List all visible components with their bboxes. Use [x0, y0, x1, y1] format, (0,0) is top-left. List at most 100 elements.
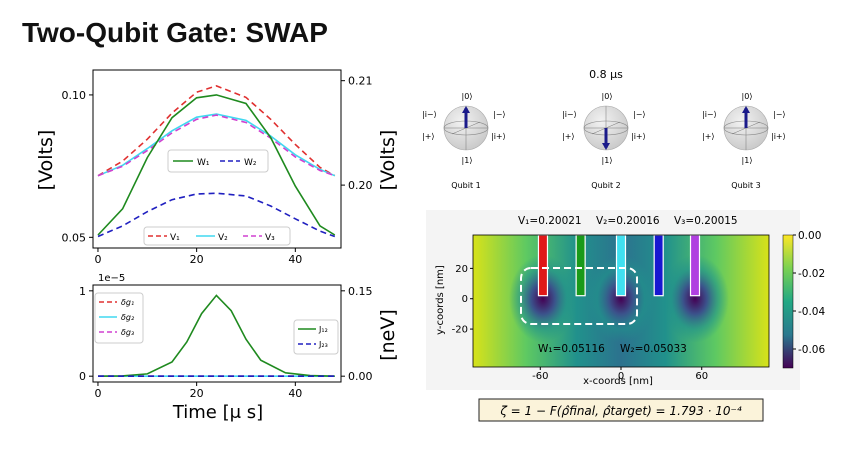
voltage-xtick-label: 40	[288, 253, 302, 266]
legend-v2-label: V₂	[218, 233, 228, 243]
voltage-series-W1	[97, 94, 336, 236]
ket-plus-label: |+⟩	[562, 132, 575, 141]
voltage-ticks: 0 20 40 0.05 0.10 0.20 0.21	[62, 75, 373, 266]
heatmap-gates	[537, 234, 701, 297]
colorbar	[782, 234, 794, 369]
legend-j: J₁₂ J₂₃	[293, 319, 339, 355]
qubit-label: Qubit 3	[731, 181, 760, 190]
colorbar-tick-label: -0.06	[798, 344, 825, 356]
voltage-ytick-right-label: 0.20	[348, 179, 373, 192]
ket-plus-label: |+⟩	[422, 132, 435, 141]
legend-w2-label: W₂	[244, 158, 257, 168]
coupling-ytick-right-label: 0.15	[348, 285, 373, 298]
ket1-label: |1⟩	[602, 156, 613, 165]
colorbar-tick-label: 0.00	[798, 230, 821, 242]
voltage-ytick-left-label: 0.10	[62, 89, 87, 102]
legend-v-box	[143, 226, 291, 246]
voltage-series-V3	[97, 114, 336, 177]
voltage-chart: 0 20 40 0.05 0.10 0.20 0.21 [Volts] [Volts] W₁…	[35, 69, 399, 266]
voltage-ylabel-right: [Volts]	[377, 130, 399, 191]
voltage-series-V2	[97, 113, 336, 177]
heatmap-wells	[508, 254, 729, 343]
heatmap-xtick-label: -60	[532, 371, 548, 382]
ket-plus-label: |+⟩	[702, 132, 715, 141]
coupling-ytick-left-label: 0	[79, 370, 86, 383]
legend-v3-label: V₃	[265, 233, 275, 243]
ket-i-plus-label: |i+⟩	[491, 132, 506, 141]
coupling-xtick-label: 0	[94, 387, 101, 400]
bloch-sphere-2: |0⟩ |1⟩ |i−⟩ |+⟩ |−⟩ |i+⟩ Qubit 2	[562, 92, 646, 190]
colorbar-ticks: 0.00 -0.02 -0.04 -0.06	[793, 230, 825, 356]
heatmap-xtick-label: 60	[695, 371, 708, 382]
gate-label-v2: V₂=0.20016	[596, 215, 660, 227]
gate-electrode-W1	[575, 234, 586, 297]
voltage-xtick-label: 0	[94, 253, 101, 266]
fidelity-box	[478, 398, 764, 422]
ket-i-minus-label: |i−⟩	[702, 110, 717, 119]
coupling-xtick-label: 20	[190, 387, 204, 400]
coupling-ytick-left-label: 1	[79, 285, 86, 298]
state-vector-head	[462, 106, 470, 113]
state-vector-head	[602, 143, 610, 150]
coupling-ytick-right-label: 0.00	[348, 370, 373, 383]
voltage-ytick-left-label: 0.05	[62, 231, 87, 244]
ket0-label: |0⟩	[742, 92, 753, 101]
ket-i-minus-label: |i−⟩	[422, 110, 437, 119]
potential-well	[508, 254, 577, 343]
potential-well	[661, 254, 729, 343]
heatmap-ticks: -60 0 60 20 0 -20	[452, 264, 708, 382]
bloch-spheres: |0⟩ |1⟩ |i−⟩ |+⟩ |−⟩ |i+⟩ Qubit 1 |0⟩ |1⟩ |i−⟩ |+⟩…	[422, 92, 786, 190]
legend-j12-label: J₁₂	[318, 325, 328, 334]
qubit-region-box	[520, 267, 638, 325]
ket-i-plus-label: |i+⟩	[631, 132, 646, 141]
voltage-series-group	[97, 85, 336, 238]
legend-g1-label: δg₁	[121, 298, 134, 307]
gate-electrode-V2	[615, 234, 627, 297]
ket-minus-label: |−⟩	[633, 110, 646, 119]
potential-well	[587, 254, 655, 343]
legend-j-box	[293, 319, 339, 355]
coupling-ticks: 0 20 40 0 1 0.00 0.15	[79, 285, 373, 400]
coupling-scale-label: 1e−5	[98, 273, 125, 284]
time-xlabel: Time [μ s]	[172, 402, 263, 423]
ket0-label: |0⟩	[462, 92, 473, 101]
coupling-series-group	[97, 294, 335, 377]
state-vector-head	[742, 106, 750, 113]
qubit-label: Qubit 1	[451, 181, 480, 190]
gate-electrode-V3	[689, 234, 701, 297]
potential-heatmap: -60 0 60 20 0 -20 x-coords [nm] y-coords [nm]…	[426, 210, 825, 390]
gate-label-v3: V₃=0.20015	[674, 215, 738, 227]
heatmap-xtick-label: 0	[618, 371, 624, 382]
voltage-xtick-label: 20	[190, 253, 204, 266]
colorbar-tick-label: -0.02	[798, 268, 825, 280]
gate-label-w2: W₂=0.05033	[620, 343, 687, 355]
legend-v: V₁ V₂ V₃	[143, 226, 291, 246]
gate-electrode-V1	[537, 234, 549, 297]
heatmap-ytick-label: 0	[462, 294, 468, 305]
gate-label-v1: V₁=0.20021	[518, 215, 582, 227]
coupling-chart: 0 20 40 0 1 0.00 0.15 1e−5 [neV] Time [μ s] δg…	[79, 273, 399, 423]
bloch-sphere-1: |0⟩ |1⟩ |i−⟩ |+⟩ |−⟩ |i+⟩ Qubit 1	[422, 92, 506, 190]
page-title: Two-Qubit Gate: SWAP	[22, 17, 328, 48]
coupling-xtick-label: 40	[288, 387, 302, 400]
ket1-label: |1⟩	[742, 156, 753, 165]
legend-g2-label: δg₂	[121, 313, 135, 322]
heatmap-ytick-label: -20	[452, 325, 468, 336]
ket-i-plus-label: |i+⟩	[771, 132, 786, 141]
legend-g3-label: δg₃	[121, 328, 134, 337]
heatmap-xlabel: x-coords [nm]	[583, 376, 653, 387]
heatmap-ylabel: y-coords [nm]	[435, 265, 446, 335]
voltage-ytick-right-label: 0.21	[348, 75, 373, 88]
legend-v1-label: V₁	[170, 233, 180, 243]
legend-g-box	[94, 292, 144, 344]
qubit-label: Qubit 2	[591, 181, 620, 190]
time-label: 0.8 μs	[589, 68, 623, 81]
legend-w1-label: W₁	[197, 158, 210, 168]
coupling-series-J12	[97, 294, 335, 377]
coupling-ylabel-right: [neV]	[377, 309, 399, 361]
voltage-series-V1	[97, 85, 336, 177]
heatmap-ytick-label: 20	[455, 264, 468, 275]
legend-w-box	[167, 149, 269, 173]
gate-electrode-W2	[653, 234, 664, 297]
